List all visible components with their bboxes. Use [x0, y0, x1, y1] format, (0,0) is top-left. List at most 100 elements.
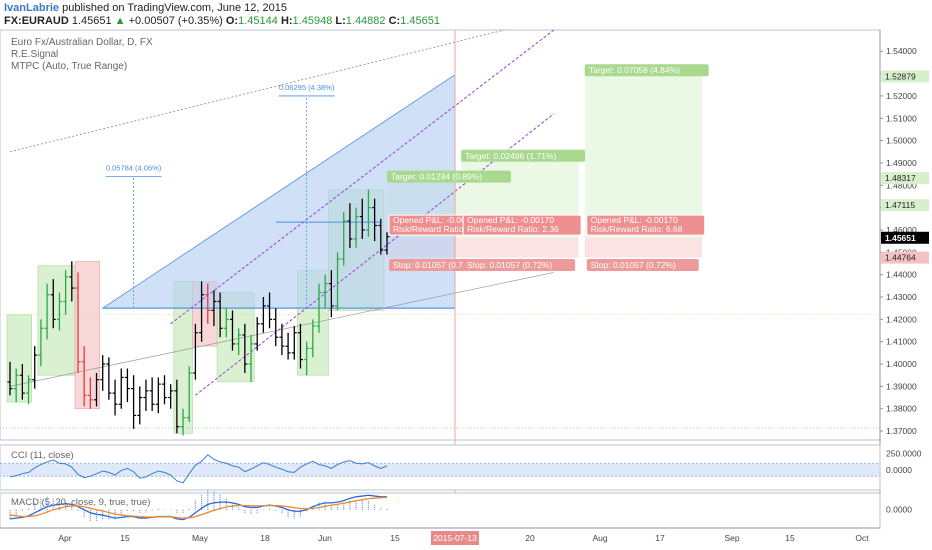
- position-target-label: Target: 0.01294 (0.89%): [391, 172, 482, 182]
- ohlc-bar: [75, 272, 81, 373]
- date-tick-label: 18: [260, 533, 270, 543]
- macd-signal-line: [9, 496, 388, 519]
- date-tick-label: Jun: [318, 533, 332, 543]
- ohlc-bar: [267, 292, 273, 329]
- ohlc-bar: [124, 368, 130, 403]
- date-tick-label: 20: [525, 533, 535, 543]
- ohlc-bar: [143, 379, 149, 411]
- price-axis-tag: 1.47115: [885, 200, 915, 210]
- position-target-tag: Target: 0.07058 (4.84%): [584, 64, 709, 77]
- ohlc-bar: [285, 332, 291, 360]
- ohlc-bar: [322, 274, 328, 309]
- legend-title: Euro Fx/Australian Dollar, D, FX: [11, 37, 153, 48]
- ohlc-bar: [217, 292, 223, 338]
- date-tick-label: May: [192, 533, 209, 543]
- ohlc-bar: [162, 375, 167, 405]
- ohlc-bar: [38, 319, 44, 367]
- ohlc-bar: [180, 408, 186, 436]
- ohlc-bar: [131, 375, 137, 429]
- position-stop-tag-bg: [463, 259, 576, 272]
- position-rr-label: Risk/Reward Ratio: 6.68: [591, 224, 683, 234]
- bearish-signal-zone: [74, 260, 101, 410]
- position-target-tag-bg: [584, 64, 709, 77]
- ohlc-bar: [335, 252, 341, 311]
- date-tick-label: Aug: [592, 533, 607, 543]
- ohlc-bar: [32, 346, 38, 389]
- date-tick-label: Sep: [724, 533, 739, 543]
- ohlc-bar: [341, 212, 347, 266]
- position-target-tag: Target: 0.01294 (0.89%): [386, 170, 511, 183]
- macd-line: [9, 494, 387, 521]
- publish-info: IvanLabrie published on TradingView.com,…: [4, 2, 287, 14]
- author-name[interactable]: IvanLabrie: [4, 2, 60, 14]
- ohlc-bar: [279, 323, 285, 356]
- ohlc-bar: [384, 232, 390, 255]
- measure-label: 0.05784 (4.06%): [106, 163, 162, 172]
- ohlc-bar: [291, 326, 297, 360]
- date-tick-label: 15: [785, 533, 795, 543]
- price-tick-label: 1.42000: [886, 314, 917, 324]
- up-arrow-icon: ▲: [114, 15, 126, 27]
- ohlc-bar: [174, 379, 180, 434]
- ohlc-bar: [13, 368, 19, 403]
- cci-band: [0, 462, 881, 477]
- bullish-signal-zone: [37, 265, 76, 376]
- cci-title: CCI (11, close): [11, 450, 74, 461]
- symbol-label: FX:EURAUD: [4, 15, 69, 27]
- channel-lower-line: [195, 113, 555, 396]
- price-axis-tag-bg: [881, 251, 929, 264]
- macd-title: MACD (5, 20, close, 9, true, true): [11, 497, 150, 508]
- ohlc-bar: [192, 323, 198, 380]
- ohlc-bar: [260, 297, 266, 333]
- measure-label: 0.06295 (4.38%): [279, 83, 335, 92]
- quote-line: FX:EURAUD 1.45651 ▲ +0.00507 (+0.35%) O:…: [4, 15, 440, 27]
- position-target-tag: Target: 0.02496 (1.71%): [461, 149, 586, 162]
- ohlc-bar: [94, 372, 100, 407]
- position-stop-tag: Stop: 0.01057 (0.72%): [586, 259, 699, 272]
- ohlc-bar: [137, 386, 143, 425]
- position-target-label: Target: 0.07058 (4.84%): [589, 65, 680, 75]
- ohlc-bar: [347, 203, 353, 248]
- ohlc-bar: [26, 375, 32, 405]
- price-tick-label: 1.38000: [886, 404, 917, 414]
- position-pl-label: Opened P&L: -0.00170: [467, 215, 554, 225]
- ohlc-bar: [186, 366, 192, 423]
- date-tick-label: Oct: [855, 533, 869, 543]
- macd-pane: [0, 492, 881, 529]
- trend-line-top: [9, 29, 505, 153]
- price-axis-tag: 1.44764: [885, 253, 916, 263]
- position-stop-label: Stop: 0.01057 (0.72%): [591, 260, 676, 270]
- ohlc-bar: [248, 334, 254, 382]
- price-tick-label: 1.37000: [886, 426, 917, 436]
- macd-tick-label: 0.0000: [886, 505, 912, 515]
- date-tick-label: 15: [390, 533, 400, 543]
- open-label: O:: [225, 15, 239, 27]
- legend-indicator-mtpc: MTPC (Auto, True Range): [11, 61, 128, 72]
- ohlc-bar: [106, 357, 112, 400]
- ohlc-bar: [304, 341, 310, 376]
- price-axis-tag-bg: [881, 70, 929, 83]
- ohlc-bar: [168, 384, 174, 409]
- price-axis-tag-bg: [881, 172, 929, 185]
- price-tick-label: 1.43000: [886, 292, 917, 302]
- ohlc-bar: [155, 377, 161, 414]
- price-tick-label: 1.49000: [886, 158, 917, 168]
- ohlc-bar: [50, 279, 56, 329]
- position-stop-label: Stop: 0.01057 (0.72%): [393, 260, 478, 270]
- position-pl-label: Opened P&L: -0.00170: [393, 215, 480, 225]
- ohlc-bar: [205, 283, 211, 324]
- ohlc-bar: [223, 308, 229, 338]
- last-price: 1.45651: [71, 15, 112, 27]
- position-target-zone: [584, 70, 703, 238]
- date-tick-label: Apr: [58, 533, 71, 543]
- position-target-tag-bg: [386, 170, 511, 183]
- ohlc-bar: [297, 323, 303, 369]
- position-rr-label: Risk/Reward Ratio: 2.36: [467, 224, 559, 234]
- channel-upper-line: [170, 29, 555, 325]
- ohlc-bar: [254, 317, 260, 351]
- price-tick-label: 1.39000: [886, 381, 917, 391]
- price-tick-label: 1.40000: [886, 359, 917, 369]
- price-change: +0.00507 (+0.35%): [128, 15, 223, 27]
